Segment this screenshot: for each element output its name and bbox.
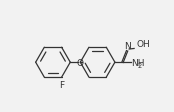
- Text: OH: OH: [136, 40, 150, 49]
- Text: O: O: [77, 58, 84, 67]
- Text: NH: NH: [131, 58, 145, 67]
- Text: N: N: [124, 42, 131, 51]
- Text: F: F: [60, 80, 65, 89]
- Text: 2: 2: [138, 62, 142, 68]
